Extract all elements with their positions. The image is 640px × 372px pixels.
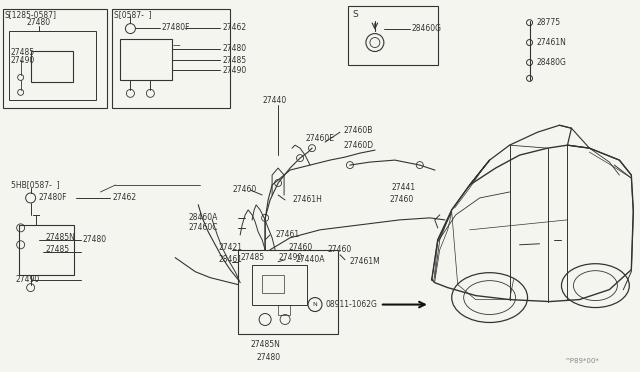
Bar (262, 275, 284, 293)
Text: 27485: 27485 (11, 48, 35, 57)
Bar (19, 225, 74, 275)
Bar (113, 9, 230, 108)
Text: 27485N: 27485N (250, 340, 280, 349)
Text: ^P89*00*: ^P89*00* (564, 358, 600, 364)
Text: 27480F: 27480F (38, 193, 67, 202)
Bar (238, 250, 338, 334)
Text: 27460C: 27460C (188, 223, 218, 232)
Text: N: N (312, 302, 317, 307)
Text: 27480: 27480 (256, 353, 280, 362)
Bar (3, 9, 108, 108)
Text: S: S (352, 10, 358, 19)
Text: 27421: 27421 (218, 243, 242, 252)
Text: 27460: 27460 (232, 186, 257, 195)
Text: 27490: 27490 (222, 66, 246, 75)
Text: 27441: 27441 (392, 183, 416, 192)
Text: 27460: 27460 (288, 243, 312, 252)
Text: 27462: 27462 (222, 23, 246, 32)
Text: S[1285-0587]: S[1285-0587] (4, 10, 57, 19)
Text: 27480: 27480 (222, 44, 246, 53)
Text: 27485: 27485 (240, 253, 264, 262)
Text: 28775: 28775 (536, 18, 561, 27)
Bar (252, 265, 307, 305)
Bar (120, 39, 172, 80)
Bar (278, 305, 290, 314)
Text: 27461M: 27461M (350, 257, 381, 266)
Text: 27480: 27480 (26, 18, 51, 27)
Bar (31, 51, 72, 82)
Text: 27485N: 27485N (45, 233, 76, 242)
Text: 27440: 27440 (262, 96, 286, 105)
Text: 27460E: 27460E (305, 134, 334, 143)
Text: 27461: 27461 (275, 230, 300, 239)
Text: 28480G: 28480G (536, 58, 566, 67)
Text: 27462: 27462 (113, 193, 136, 202)
Bar (348, 6, 438, 65)
Text: 27461N: 27461N (536, 38, 566, 47)
Text: 27440A: 27440A (295, 255, 324, 264)
Text: 27480F: 27480F (161, 23, 190, 32)
Text: S[0587-  ]: S[0587- ] (115, 10, 152, 19)
Text: 08911-1062G: 08911-1062G (326, 300, 378, 309)
Text: 27490: 27490 (11, 56, 35, 65)
Text: 27485: 27485 (45, 245, 70, 254)
Text: 27490: 27490 (15, 275, 40, 284)
Text: 5HB[0587-  ]: 5HB[0587- ] (11, 180, 60, 189)
Text: 28460A: 28460A (188, 214, 218, 222)
Text: 27460B: 27460B (344, 126, 373, 135)
Bar (9, 31, 97, 100)
Text: 28461: 28461 (218, 255, 242, 264)
Text: 27490: 27490 (278, 253, 302, 262)
Text: 27460D: 27460D (344, 141, 374, 150)
Text: 27461H: 27461H (292, 195, 322, 205)
Text: 28460G: 28460G (412, 24, 442, 33)
Text: 27485: 27485 (222, 56, 246, 65)
Text: 27480: 27480 (83, 235, 107, 244)
Text: 27460: 27460 (390, 195, 414, 205)
Text: —: — (172, 41, 180, 50)
Text: 27460: 27460 (328, 245, 352, 254)
